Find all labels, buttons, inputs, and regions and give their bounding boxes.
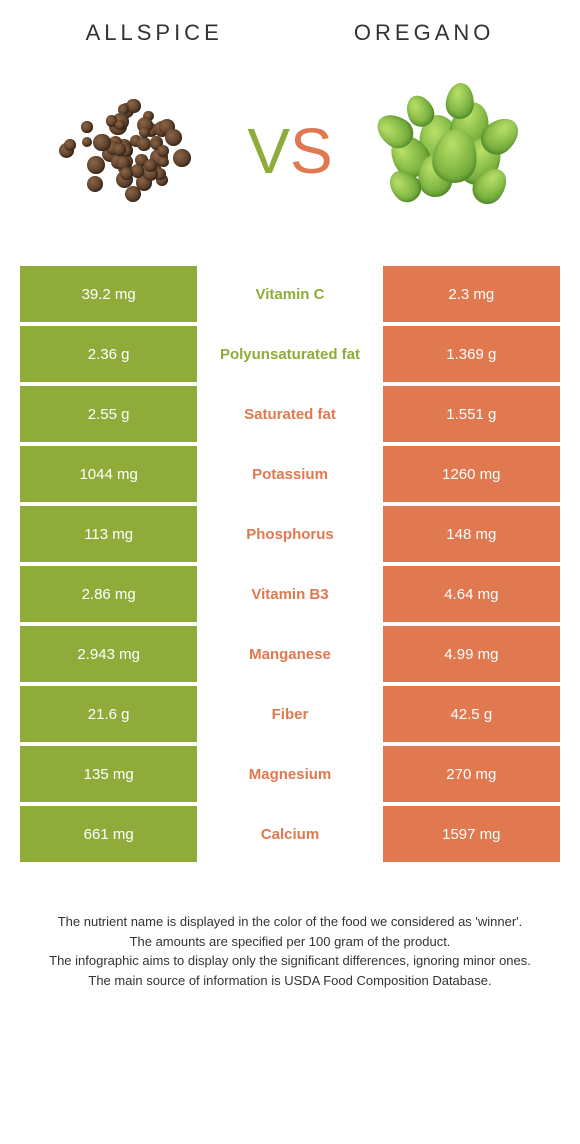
- cell-nutrient-label: Polyunsaturated fat: [201, 326, 378, 382]
- cell-nutrient-label: Calcium: [201, 806, 378, 862]
- table-row: 2.36 gPolyunsaturated fat1.369 g: [20, 326, 560, 382]
- footnote-line: The amounts are specified per 100 gram o…: [30, 932, 550, 952]
- cell-right-value: 1.369 g: [383, 326, 560, 382]
- cell-nutrient-label: Saturated fat: [201, 386, 378, 442]
- cell-right-value: 2.3 mg: [383, 266, 560, 322]
- cell-left-value: 21.6 g: [20, 686, 197, 742]
- oregano-image: [380, 76, 530, 226]
- table-row: 135 mgMagnesium270 mg: [20, 746, 560, 802]
- footnote-line: The infographic aims to display only the…: [30, 951, 550, 971]
- table-row: 2.86 mgVitamin B34.64 mg: [20, 566, 560, 622]
- cell-right-value: 4.64 mg: [383, 566, 560, 622]
- cell-left-value: 2.943 mg: [20, 626, 197, 682]
- cell-nutrient-label: Phosphorus: [201, 506, 378, 562]
- cell-right-value: 42.5 g: [383, 686, 560, 742]
- cell-left-value: 39.2 mg: [20, 266, 197, 322]
- vs-label: VS: [247, 114, 332, 188]
- cell-left-value: 2.55 g: [20, 386, 197, 442]
- footnote: The nutrient name is displayed in the co…: [20, 912, 560, 990]
- cell-nutrient-label: Fiber: [201, 686, 378, 742]
- title-right: Oregano: [354, 20, 494, 46]
- table-row: 2.55 gSaturated fat1.551 g: [20, 386, 560, 442]
- vs-s: S: [290, 115, 333, 187]
- cell-left-value: 661 mg: [20, 806, 197, 862]
- title-left: Allspice: [86, 20, 223, 46]
- cell-right-value: 148 mg: [383, 506, 560, 562]
- table-row: 661 mgCalcium1597 mg: [20, 806, 560, 862]
- cell-right-value: 1.551 g: [383, 386, 560, 442]
- cell-left-value: 2.36 g: [20, 326, 197, 382]
- cell-right-value: 1260 mg: [383, 446, 560, 502]
- vs-v: V: [247, 115, 290, 187]
- table-row: 21.6 gFiber42.5 g: [20, 686, 560, 742]
- table-row: 2.943 mgManganese4.99 mg: [20, 626, 560, 682]
- footnote-line: The nutrient name is displayed in the co…: [30, 912, 550, 932]
- cell-left-value: 113 mg: [20, 506, 197, 562]
- cell-left-value: 2.86 mg: [20, 566, 197, 622]
- cell-nutrient-label: Potassium: [201, 446, 378, 502]
- nutrient-table: 39.2 mgVitamin C2.3 mg2.36 gPolyunsatura…: [20, 266, 560, 862]
- cell-nutrient-label: Magnesium: [201, 746, 378, 802]
- cell-left-value: 1044 mg: [20, 446, 197, 502]
- table-row: 39.2 mgVitamin C2.3 mg: [20, 266, 560, 322]
- titles-row: Allspice Oregano: [20, 20, 560, 46]
- cell-right-value: 270 mg: [383, 746, 560, 802]
- hero-row: VS: [20, 66, 560, 256]
- cell-left-value: 135 mg: [20, 746, 197, 802]
- cell-nutrient-label: Manganese: [201, 626, 378, 682]
- cell-right-value: 4.99 mg: [383, 626, 560, 682]
- cell-right-value: 1597 mg: [383, 806, 560, 862]
- cell-nutrient-label: Vitamin C: [201, 266, 378, 322]
- table-row: 1044 mgPotassium1260 mg: [20, 446, 560, 502]
- allspice-image: [50, 76, 200, 226]
- table-row: 113 mgPhosphorus148 mg: [20, 506, 560, 562]
- footnote-line: The main source of information is USDA F…: [30, 971, 550, 991]
- cell-nutrient-label: Vitamin B3: [201, 566, 378, 622]
